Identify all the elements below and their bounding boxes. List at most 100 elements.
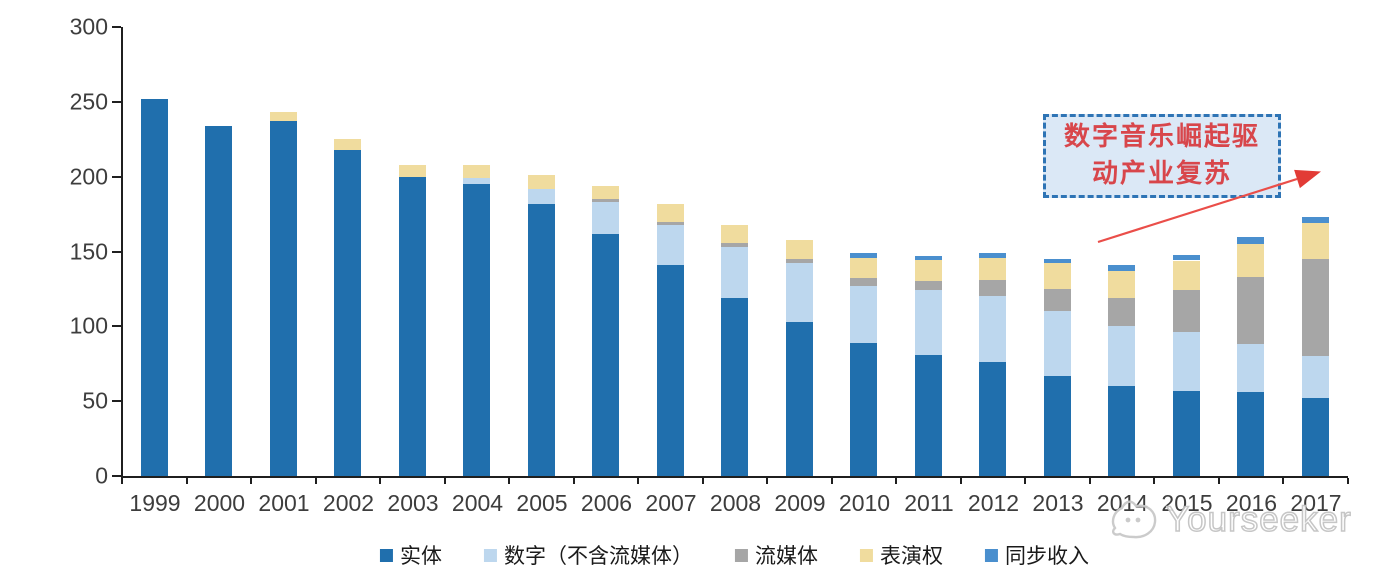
x-axis-category-label: 2000 bbox=[193, 490, 246, 516]
bar-segment-流媒体 bbox=[656, 221, 684, 225]
bar-2003 bbox=[398, 164, 426, 476]
legend-label: 数字（不含流媒体） bbox=[503, 544, 693, 568]
bar-segment-表演权 bbox=[592, 185, 620, 200]
bar-segment-表演权 bbox=[656, 203, 684, 222]
bar-segment-流媒体 bbox=[785, 259, 813, 264]
bar-segment-同步收入 bbox=[979, 253, 1007, 258]
x-axis-tick-mark bbox=[766, 478, 768, 484]
x-axis-category-label: 2008 bbox=[709, 490, 762, 516]
bar-2017 bbox=[1301, 217, 1329, 476]
bar-segment-表演权 bbox=[527, 175, 555, 189]
annotation-box: 数字音乐崛起驱 动产业复苏 bbox=[1043, 114, 1281, 198]
x-axis-category-label: 2005 bbox=[516, 490, 568, 516]
bar-2006 bbox=[592, 185, 620, 476]
bar-segment-实体 bbox=[463, 184, 491, 476]
bar-segment-实体 bbox=[1301, 398, 1329, 476]
x-axis-tick-mark bbox=[314, 478, 317, 484]
x-axis-tick-mark bbox=[959, 478, 962, 484]
x-axis-category-label: 2010 bbox=[838, 490, 891, 516]
bar-2010 bbox=[850, 253, 878, 476]
bar-segment-实体 bbox=[850, 342, 878, 476]
legend-swatch-icon bbox=[984, 548, 998, 562]
x-axis-category-label: 2014 bbox=[1096, 490, 1149, 516]
x-axis-tick-mark bbox=[1217, 478, 1220, 484]
bar-segment-数字（不含流媒体） bbox=[463, 178, 491, 185]
legend-swatch-icon bbox=[734, 548, 748, 562]
bar-segment-流媒体 bbox=[979, 279, 1007, 297]
bar-segment-流媒体 bbox=[1301, 259, 1329, 357]
watermark: Yourseeker bbox=[1106, 496, 1352, 544]
y-axis-tick-label: 250 bbox=[69, 88, 108, 115]
bar-1999 bbox=[140, 98, 168, 476]
bar-2005 bbox=[527, 175, 555, 476]
bar-segment-表演权 bbox=[1301, 223, 1329, 259]
bar-segment-流媒体 bbox=[1172, 290, 1200, 333]
x-axis-tick-mark bbox=[572, 478, 575, 484]
y-axis-tick-label: 300 bbox=[69, 13, 108, 40]
bar-segment-数字（不含流媒体） bbox=[1108, 326, 1136, 387]
x-axis-category-label: 2003 bbox=[387, 490, 439, 516]
legend-item: 实体 bbox=[379, 540, 442, 570]
bar-2013 bbox=[1043, 259, 1071, 476]
bar-segment-表演权 bbox=[1043, 263, 1071, 289]
bar-2015 bbox=[1172, 254, 1200, 476]
x-axis-tick-mark bbox=[1088, 478, 1091, 484]
bar-segment-同步收入 bbox=[1108, 264, 1136, 271]
x-axis-category-label: 2006 bbox=[580, 490, 633, 516]
y-axis-tick-mark bbox=[112, 400, 121, 403]
bar-segment-数字（不含流媒体） bbox=[1172, 332, 1200, 391]
legend-swatch-icon bbox=[859, 548, 873, 562]
bar-segment-表演权 bbox=[1172, 260, 1200, 291]
bar-segment-表演权 bbox=[914, 260, 942, 282]
bar-segment-流媒体 bbox=[592, 199, 620, 203]
y-axis-tick-label: 200 bbox=[69, 163, 108, 190]
bar-segment-实体 bbox=[721, 297, 749, 476]
bar-segment-数字（不含流媒体） bbox=[592, 202, 620, 234]
bar-segment-实体 bbox=[1237, 392, 1265, 476]
bar-segment-数字（不含流媒体） bbox=[850, 285, 878, 343]
bar-2004 bbox=[463, 164, 491, 476]
bar-segment-表演权 bbox=[850, 257, 878, 279]
y-axis-tick-mark bbox=[112, 26, 121, 28]
bar-segment-流媒体 bbox=[914, 281, 942, 291]
bar-2002 bbox=[334, 139, 362, 476]
bar-segment-数字（不含流媒体） bbox=[1043, 311, 1071, 376]
x-axis-tick-mark bbox=[1153, 478, 1155, 484]
y-axis-tick-label: 0 bbox=[95, 462, 108, 489]
y-axis-tick-label: 100 bbox=[69, 312, 108, 339]
watermark-text: Yourseeker bbox=[1165, 499, 1352, 540]
bar-2000 bbox=[205, 125, 233, 476]
bar-segment-实体 bbox=[527, 203, 555, 476]
legend: 实体 数字（不含流媒体） 流媒体 表演权 同步收入 bbox=[379, 540, 1089, 570]
bar-segment-实体 bbox=[979, 362, 1007, 476]
y-axis-tick-mark bbox=[112, 475, 121, 477]
bar-segment-数字（不含流媒体） bbox=[656, 224, 684, 265]
legend-item: 同步收入 bbox=[984, 540, 1089, 570]
x-axis-tick-mark bbox=[508, 478, 510, 484]
x-axis-category-label: 2004 bbox=[451, 490, 504, 516]
bar-segment-流媒体 bbox=[1108, 297, 1136, 327]
bar-segment-同步收入 bbox=[1301, 217, 1329, 224]
bar-segment-表演权 bbox=[721, 224, 749, 243]
bar-2009 bbox=[785, 239, 813, 476]
legend-swatch-icon bbox=[379, 548, 393, 562]
legend-item: 数字（不含流媒体） bbox=[483, 540, 693, 570]
annotation-text-line2: 动产业复苏 bbox=[1091, 159, 1232, 189]
x-axis-tick-mark bbox=[185, 478, 188, 484]
x-axis-tick-mark bbox=[895, 478, 897, 484]
legend-item: 流媒体 bbox=[734, 540, 818, 570]
x-axis-category-label: 2017 bbox=[1290, 490, 1342, 516]
x-axis-tick-mark bbox=[701, 478, 704, 484]
bar-segment-实体 bbox=[1108, 386, 1136, 476]
x-axis-category-label: 2009 bbox=[774, 490, 826, 516]
bar-segment-同步收入 bbox=[1237, 236, 1265, 245]
bar-segment-数字（不含流媒体） bbox=[979, 296, 1007, 363]
x-axis-category-label: 2011 bbox=[904, 490, 954, 516]
bar-segment-同步收入 bbox=[914, 256, 942, 261]
bar-2008 bbox=[721, 224, 749, 476]
bar-segment-实体 bbox=[656, 264, 684, 476]
legend-label: 流媒体 bbox=[754, 544, 818, 568]
y-axis-tick-label: 50 bbox=[82, 387, 108, 414]
bar-segment-实体 bbox=[592, 233, 620, 476]
